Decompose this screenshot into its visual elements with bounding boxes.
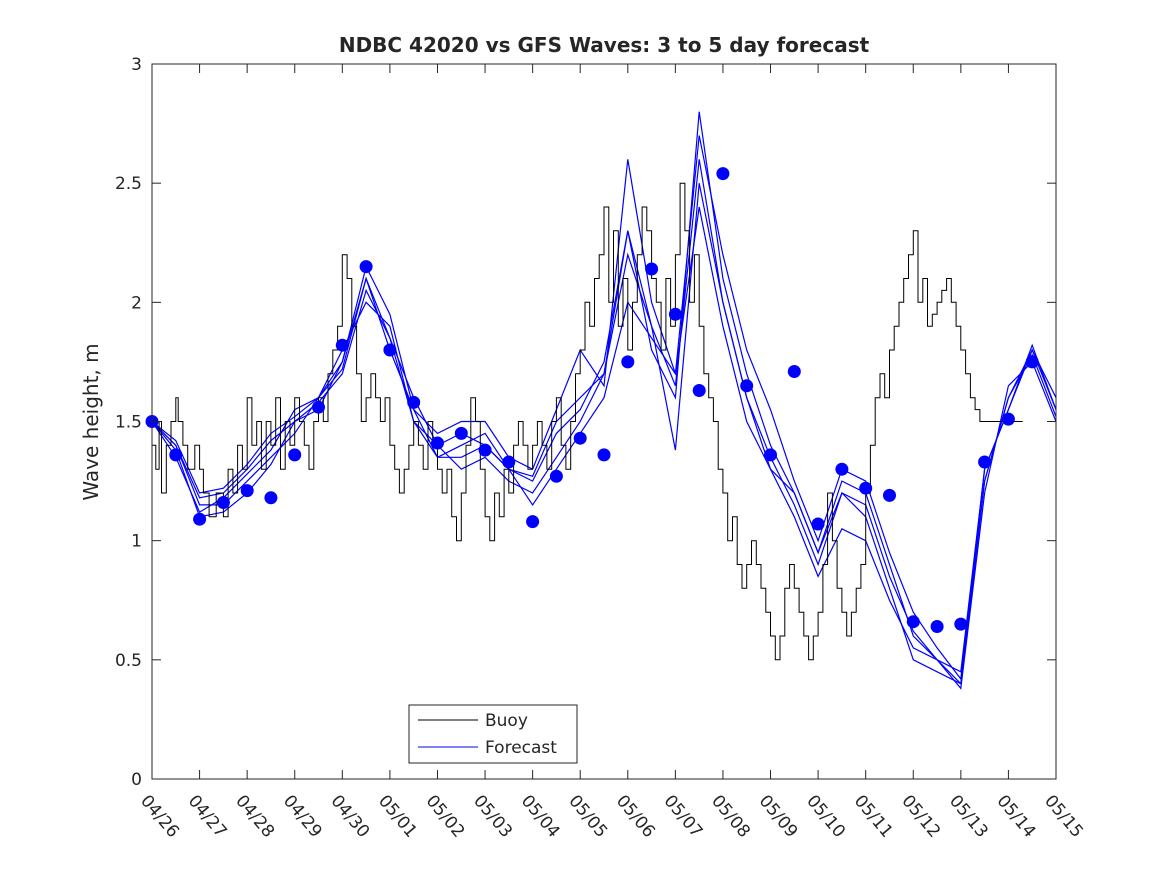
x-tick-label: 05/09 bbox=[755, 791, 802, 841]
x-tick-label: 05/13 bbox=[945, 791, 992, 841]
forecast-marker bbox=[573, 431, 587, 445]
forecast-marker bbox=[787, 365, 801, 378]
forecast-marker bbox=[216, 496, 230, 509]
y-axis: 0 0.5 1 1.5 2 2.5 3 bbox=[115, 55, 1056, 790]
forecast-marker bbox=[764, 448, 777, 462]
forecast-marker bbox=[312, 400, 325, 414]
forecast-series-line bbox=[151, 135, 1057, 681]
forecast-marker bbox=[740, 379, 754, 393]
forecast-marker bbox=[621, 355, 635, 369]
x-tick-label: 05/03 bbox=[469, 791, 516, 841]
forecast-marker bbox=[264, 491, 278, 505]
forecast-marker bbox=[645, 262, 659, 276]
forecast-marker bbox=[883, 488, 896, 502]
forecast-marker bbox=[978, 455, 992, 469]
legend-box bbox=[408, 704, 578, 764]
forecast-marker bbox=[716, 167, 730, 181]
forecast-marker bbox=[193, 512, 207, 526]
forecast-marker bbox=[906, 615, 920, 629]
x-tick-label: 05/07 bbox=[660, 791, 707, 841]
forecast-marker bbox=[811, 517, 825, 531]
forecast-marker bbox=[240, 484, 254, 498]
x-tick-label: 04/27 bbox=[184, 791, 231, 841]
x-tick-label: 04/30 bbox=[326, 791, 373, 841]
chart-title: NDBC 42020 vs GFS Waves: 3 to 5 day fore… bbox=[339, 33, 870, 57]
y-tick-label: 2 bbox=[131, 293, 142, 313]
forecast-marker bbox=[954, 617, 968, 631]
x-tick-label: 05/11 bbox=[850, 791, 897, 841]
forecast-marker bbox=[383, 343, 397, 357]
x-tick-label: 05/02 bbox=[422, 791, 469, 841]
y-axis-label: Wave height, m bbox=[79, 343, 103, 500]
x-tick-label: 05/14 bbox=[993, 791, 1040, 841]
forecast-marker bbox=[454, 426, 468, 440]
x-tick-label: 05/10 bbox=[802, 791, 849, 841]
forecast-marker bbox=[692, 384, 706, 397]
forecast-marker bbox=[502, 455, 516, 469]
forecast-marker bbox=[668, 307, 682, 321]
y-tick-label: 1 bbox=[131, 532, 142, 552]
forecast-series-line bbox=[151, 111, 1057, 690]
forecast-marker bbox=[478, 443, 492, 457]
y-tick-label: 0.5 bbox=[115, 651, 142, 671]
forecast-markers bbox=[145, 167, 1039, 633]
forecast-marker bbox=[1025, 355, 1039, 369]
forecast-marker bbox=[859, 481, 873, 495]
forecast-marker bbox=[335, 338, 349, 352]
y-tick-label: 2.5 bbox=[115, 174, 142, 194]
forecast-marker bbox=[526, 515, 540, 529]
forecast-marker bbox=[288, 448, 302, 462]
forecast-series-line bbox=[151, 206, 1057, 673]
x-axis: 04/26 04/27 04/28 04/29 04/30 05/01 05/02 05/03… bbox=[136, 64, 1087, 842]
x-tick-label: 05/12 bbox=[897, 791, 944, 841]
forecast-marker bbox=[359, 260, 373, 274]
x-tick-label: 04/26 bbox=[136, 791, 183, 841]
y-tick-label: 0 bbox=[131, 770, 142, 790]
forecast-marker bbox=[930, 620, 944, 633]
x-tick-label: 04/29 bbox=[279, 791, 326, 841]
forecast-marker bbox=[597, 448, 611, 462]
x-tick-label: 05/01 bbox=[374, 791, 421, 841]
forecast-marker bbox=[169, 448, 183, 462]
y-tick-label: 3 bbox=[131, 55, 142, 75]
forecast-marker bbox=[407, 395, 421, 409]
x-tick-label: 05/15 bbox=[1040, 791, 1087, 841]
x-tick-label: 05/05 bbox=[564, 791, 611, 841]
legend: Buoy Forecast bbox=[408, 704, 578, 764]
forecast-marker bbox=[1001, 412, 1015, 426]
y-tick-label: 1.5 bbox=[115, 413, 142, 433]
x-tick-label: 05/08 bbox=[707, 791, 754, 841]
forecast-marker bbox=[549, 469, 563, 483]
legend-buoy-label: Buoy bbox=[485, 711, 528, 731]
x-tick-label: 04/28 bbox=[231, 791, 278, 841]
x-tick-label: 05/06 bbox=[612, 791, 659, 841]
legend-forecast-label: Forecast bbox=[485, 738, 557, 758]
forecast-series-line bbox=[151, 183, 1057, 686]
x-tick-label: 05/04 bbox=[517, 791, 564, 841]
plot-lines bbox=[151, 111, 1057, 690]
buoy-series-line bbox=[152, 182, 1023, 661]
forecast-marker bbox=[431, 436, 444, 450]
forecast-marker bbox=[835, 462, 849, 476]
